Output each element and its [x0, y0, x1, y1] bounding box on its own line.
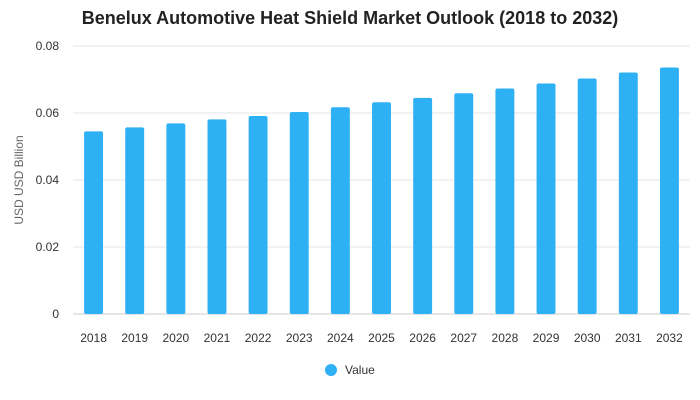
x-tick-label: 2018	[80, 331, 107, 345]
x-axis-ticks: 2018 2019 2020 2021 2022 2023 2024 2025 2026 2027…	[80, 331, 683, 345]
x-tick-label: 2024	[327, 331, 354, 345]
legend-marker	[325, 364, 337, 376]
y-axis-label: USD USD Billion	[12, 135, 26, 224]
y-axis-ticks: 0 0.02 0.04 0.06 0.08	[36, 39, 60, 321]
x-tick-label: 2026	[409, 331, 436, 345]
y-tick-label: 0.02	[36, 240, 60, 254]
x-tick-label: 2021	[204, 331, 231, 345]
bar-2032[interactable]	[659, 67, 679, 314]
x-tick-label: 2028	[492, 331, 519, 345]
bar-2021[interactable]	[207, 119, 227, 315]
bars	[84, 67, 679, 315]
bar-2028[interactable]	[495, 88, 515, 314]
bar-2022[interactable]	[248, 116, 268, 314]
x-tick-label: 2027	[450, 331, 477, 345]
bar-2030[interactable]	[577, 78, 597, 315]
y-tick-label: 0	[52, 307, 59, 321]
x-tick-label: 2025	[368, 331, 395, 345]
bar-2023[interactable]	[289, 111, 309, 315]
bar-2018[interactable]	[84, 131, 104, 314]
bar-2020[interactable]	[166, 123, 186, 314]
bar-2026[interactable]	[413, 97, 433, 314]
bar-2029[interactable]	[536, 83, 556, 315]
legend-label: Value	[345, 363, 375, 377]
y-tick-label: 0.06	[36, 106, 60, 120]
bar-2031[interactable]	[618, 72, 638, 314]
x-tick-label: 2020	[162, 331, 189, 345]
y-tick-label: 0.04	[36, 173, 60, 187]
x-tick-label: 2023	[286, 331, 313, 345]
bar-2027[interactable]	[454, 93, 474, 314]
bar-2019[interactable]	[125, 127, 145, 314]
x-tick-label: 2032	[656, 331, 683, 345]
x-tick-label: 2029	[533, 331, 560, 345]
y-tick-label: 0.08	[36, 39, 60, 53]
bar-2024[interactable]	[330, 107, 350, 315]
x-tick-label: 2019	[121, 331, 148, 345]
bar-2025[interactable]	[372, 102, 391, 314]
chart-title: Benelux Automotive Heat Shield Market Ou…	[81, 8, 619, 28]
legend[interactable]: Value	[325, 363, 375, 377]
x-tick-label: 2030	[574, 331, 601, 345]
x-tick-label: 2031	[615, 331, 642, 345]
x-tick-label: 2022	[245, 331, 272, 345]
